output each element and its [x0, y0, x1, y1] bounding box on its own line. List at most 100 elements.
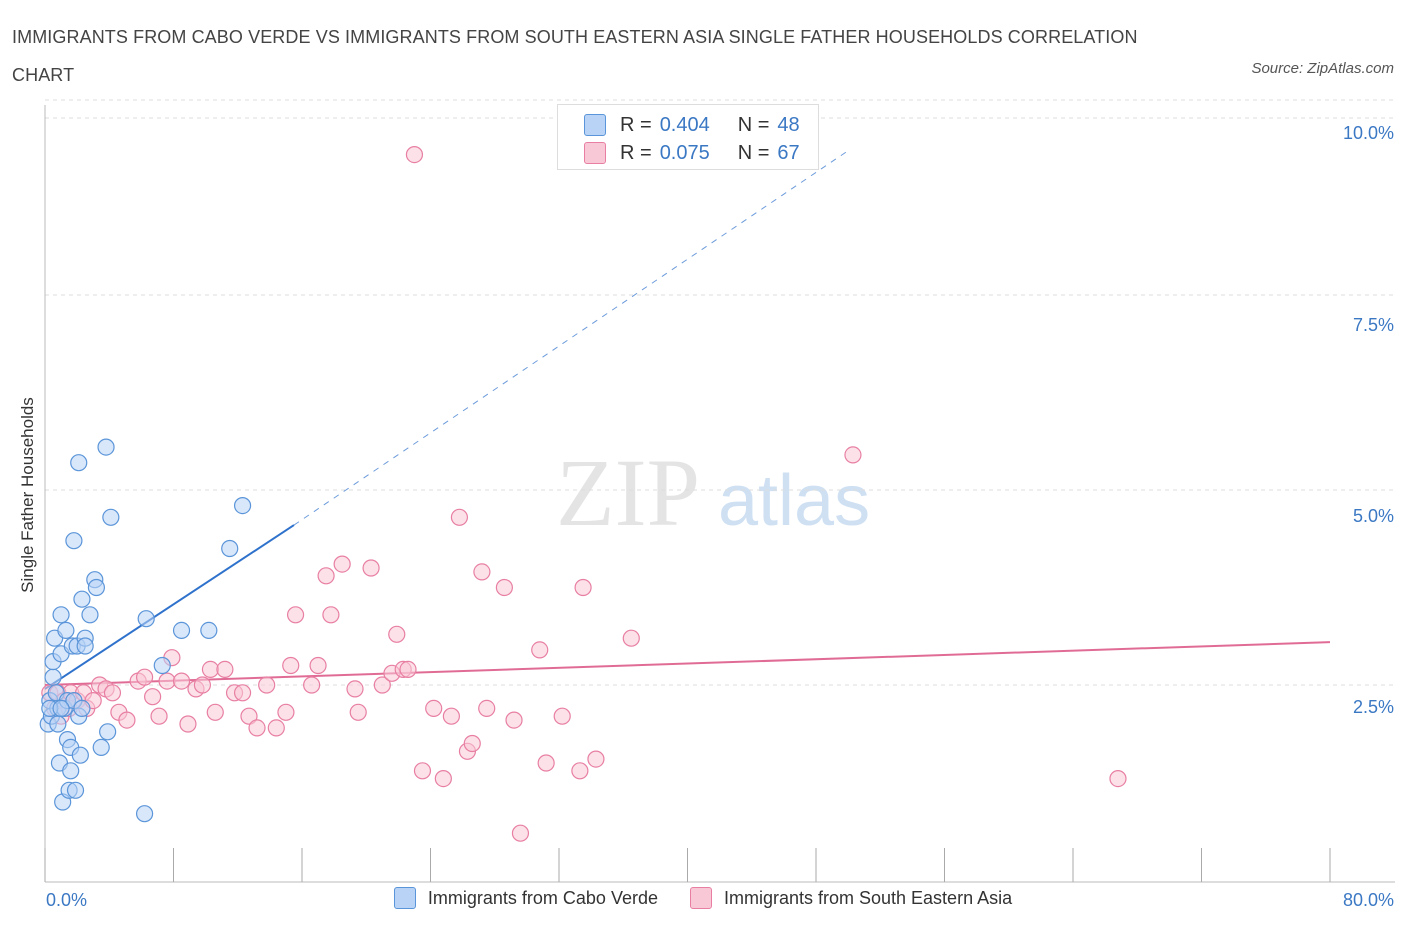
point-south-eastern-asia — [473, 563, 491, 581]
n-key: N = — [737, 141, 770, 164]
point-cabo-verde — [73, 590, 91, 608]
point-south-eastern-asia — [478, 699, 496, 718]
point-south-eastern-asia — [362, 559, 380, 577]
trend-line-south-eastern-asia — [44, 641, 1331, 686]
point-south-eastern-asia — [553, 707, 571, 725]
point-south-eastern-asia — [267, 719, 285, 737]
y-tick-label-10-0: 10.0% — [1342, 123, 1394, 143]
point-cabo-verde — [153, 656, 171, 675]
point-south-eastern-asia — [388, 625, 406, 643]
point-south-eastern-asia — [303, 676, 321, 694]
point-cabo-verde — [81, 606, 99, 624]
point-south-eastern-asia — [258, 676, 276, 694]
point-cabo-verde — [200, 621, 218, 640]
blue-swatch — [393, 887, 416, 909]
point-south-eastern-asia — [505, 711, 523, 729]
point-cabo-verde — [52, 606, 70, 624]
point-cabo-verde — [49, 715, 67, 733]
series-legend: Immigrants from Cabo Verde Immigrants fr… — [0, 887, 1406, 909]
stats-legend-row-blue: R = 0.404 N = 48 — [584, 111, 800, 139]
point-cabo-verde — [221, 539, 239, 558]
point-south-eastern-asia — [118, 711, 136, 729]
point-south-eastern-asia — [495, 578, 513, 597]
legend-label: Immigrants from South Eastern Asia — [723, 887, 1013, 908]
point-south-eastern-asia — [206, 703, 224, 721]
point-south-eastern-asia — [442, 707, 460, 725]
point-south-eastern-asia — [463, 734, 481, 753]
point-south-eastern-asia — [425, 699, 443, 718]
point-cabo-verde — [52, 699, 70, 718]
legend-item-cabo-verde[interactable]: Immigrants from Cabo Verde — [393, 887, 658, 909]
point-south-eastern-asia — [277, 703, 295, 721]
point-south-eastern-asia — [240, 707, 258, 725]
point-south-eastern-asia — [622, 629, 640, 647]
point-south-eastern-asia — [844, 446, 862, 464]
y-tick-label-5-0: 5.0% — [1352, 506, 1394, 526]
r-key: R = — [620, 113, 652, 136]
point-south-eastern-asia — [172, 672, 191, 690]
r-value: 0.075 — [659, 141, 710, 164]
point-cabo-verde — [97, 438, 115, 456]
pink-swatch — [584, 142, 606, 164]
point-south-eastern-asia — [158, 672, 176, 690]
point-south-eastern-asia — [317, 567, 335, 585]
r-key: R = — [620, 141, 652, 164]
point-cabo-verde — [92, 738, 110, 757]
point-cabo-verde — [172, 621, 191, 640]
point-cabo-verde — [99, 723, 117, 741]
n-value: 67 — [777, 141, 800, 164]
point-cabo-verde — [87, 578, 106, 597]
point-cabo-verde — [70, 454, 88, 472]
point-south-eastern-asia — [322, 606, 340, 624]
chart-source: Source: ZipAtlas.com — [1251, 60, 1394, 77]
point-south-eastern-asia — [135, 668, 154, 686]
point-south-eastern-asia — [399, 660, 417, 679]
stats-legend: R = 0.404 N = 48 R = 0.075 N = 67 — [557, 104, 819, 170]
n-key: N = — [737, 113, 770, 136]
r-value: 0.404 — [659, 113, 710, 136]
point-south-eastern-asia — [450, 508, 469, 526]
point-south-eastern-asia — [413, 762, 432, 780]
point-south-eastern-asia — [574, 578, 592, 597]
point-south-eastern-asia — [571, 762, 589, 780]
point-south-eastern-asia — [144, 688, 162, 706]
point-south-eastern-asia — [309, 656, 327, 675]
point-south-eastern-asia — [511, 824, 530, 842]
watermark-atlas: atlas — [718, 461, 870, 541]
point-cabo-verde — [135, 805, 154, 823]
point-south-eastern-asia — [103, 684, 122, 702]
watermark-zip: ZIP — [556, 439, 700, 546]
point-cabo-verde — [73, 699, 91, 718]
point-cabo-verde — [76, 637, 94, 655]
point-cabo-verde — [62, 762, 80, 780]
point-south-eastern-asia — [373, 676, 391, 694]
point-south-eastern-asia — [333, 555, 351, 573]
legend-label: Immigrants from Cabo Verde — [427, 887, 658, 908]
point-south-eastern-asia — [150, 707, 168, 725]
point-cabo-verde — [44, 668, 62, 686]
point-south-eastern-asia — [179, 715, 197, 733]
y-tick-label-2-5: 2.5% — [1352, 697, 1394, 717]
point-south-eastern-asia — [286, 606, 305, 624]
point-cabo-verde — [102, 508, 120, 526]
point-cabo-verde — [57, 621, 75, 640]
point-south-eastern-asia — [531, 641, 549, 659]
point-cabo-verde — [137, 610, 155, 628]
point-cabo-verde — [233, 497, 252, 515]
point-south-eastern-asia — [405, 146, 424, 164]
point-south-eastern-asia — [193, 676, 212, 694]
point-south-eastern-asia — [216, 660, 234, 679]
pink-swatch — [689, 887, 712, 909]
y-tick-label-7-5: 7.5% — [1352, 315, 1394, 335]
point-south-eastern-asia — [233, 684, 252, 702]
x-tick-label-min: 0.0% — [46, 890, 88, 910]
point-cabo-verde — [71, 746, 89, 764]
point-cabo-verde — [65, 532, 83, 550]
point-south-eastern-asia — [282, 656, 300, 675]
legend-item-south-eastern-asia[interactable]: Immigrants from South Eastern Asia — [689, 887, 1013, 909]
x-tick-label-max: 80.0% — [1342, 890, 1394, 910]
point-south-eastern-asia — [248, 719, 266, 737]
chart-title: IMMIGRANTS FROM CABO VERDE VS IMMIGRANTS… — [12, 27, 1138, 85]
point-south-eastern-asia — [434, 769, 452, 788]
